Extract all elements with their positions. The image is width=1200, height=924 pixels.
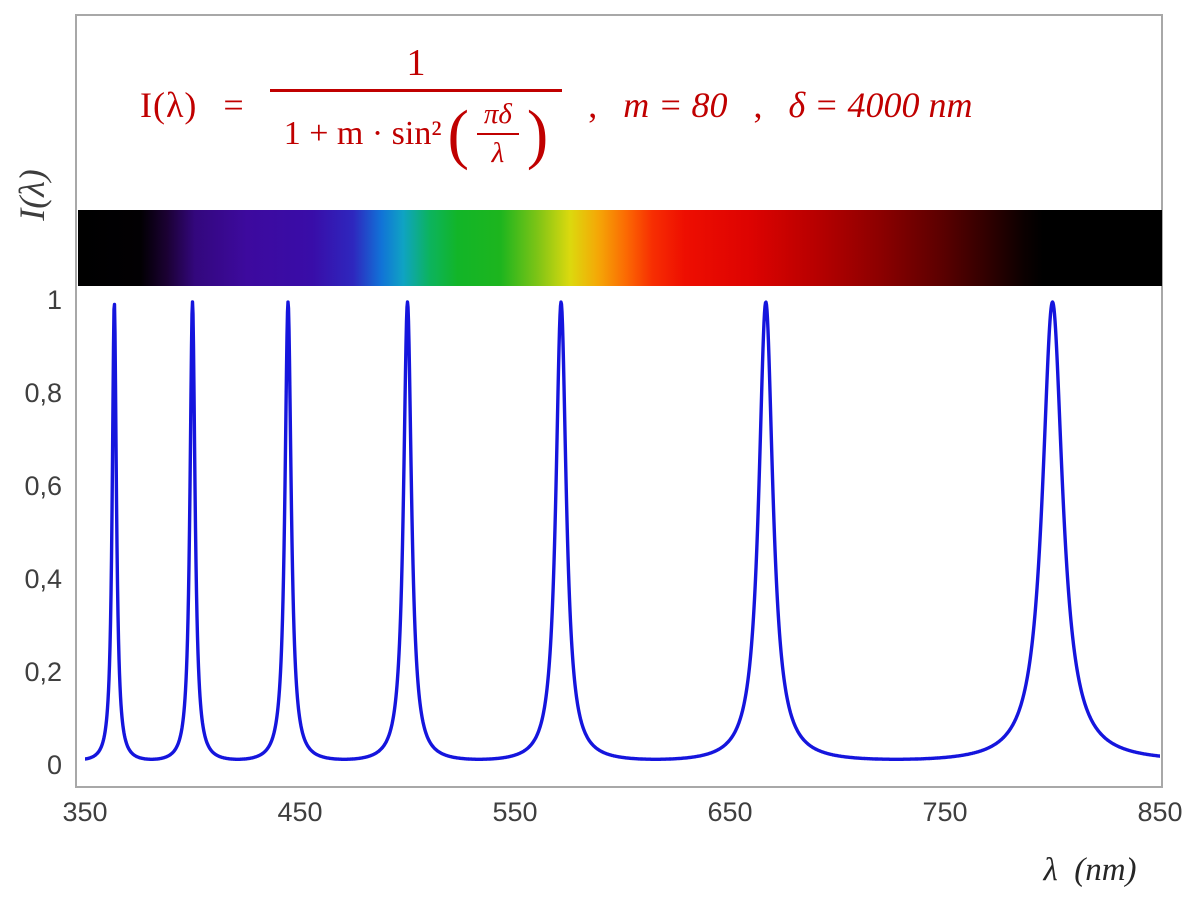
fraction-denominator: 1 + m · sin² ( πδ λ ) — [269, 88, 563, 171]
formula-equals: = — [223, 85, 244, 125]
x-tick-label: 650 — [707, 797, 753, 827]
denominator-prefix: 1 + m · sin² — [283, 114, 442, 152]
formula-comma-2: , — [753, 85, 763, 125]
y-tick-label: 0 — [46, 750, 62, 780]
inner-denominator: λ — [491, 136, 505, 169]
formula-fraction: 1 1 + m · sin² ( πδ λ ) — [269, 41, 563, 171]
x-tick-label: 850 — [1137, 797, 1183, 827]
inner-fraction: πδ λ — [476, 98, 519, 170]
x-tick-label: 450 — [277, 797, 323, 827]
formula-comma-1: , — [588, 85, 598, 125]
y-tick-label: 0,8 — [24, 378, 62, 408]
formula-lhs: I(λ) — [140, 85, 198, 125]
close-paren: ) — [526, 95, 549, 171]
x-tick-label: 350 — [62, 797, 108, 827]
x-tick-label: 550 — [492, 797, 538, 827]
y-tick-label: 0,4 — [24, 564, 62, 594]
y-tick-label: 1 — [46, 285, 62, 315]
fraction-numerator: 1 — [406, 41, 426, 84]
plot-border — [75, 14, 1163, 788]
y-tick-label: 0,6 — [24, 471, 62, 501]
param-delta: δ = 4000 nm — [788, 85, 973, 125]
formula-annotation: I(λ) = 1 1 + m · sin² ( πδ λ ) , m = 80 … — [140, 30, 973, 180]
param-m: m = 80 — [623, 85, 728, 125]
open-paren: ( — [447, 95, 469, 171]
intensity-curve — [85, 300, 1160, 761]
spectrum-bar — [78, 210, 1162, 286]
x-axis-title: λ (nm) — [1043, 852, 1137, 888]
inner-numerator: πδ — [476, 98, 519, 135]
x-tick-label: 750 — [922, 797, 968, 827]
y-tick-label: 0,2 — [24, 657, 62, 687]
y-axis-title: I(λ) — [12, 169, 52, 221]
